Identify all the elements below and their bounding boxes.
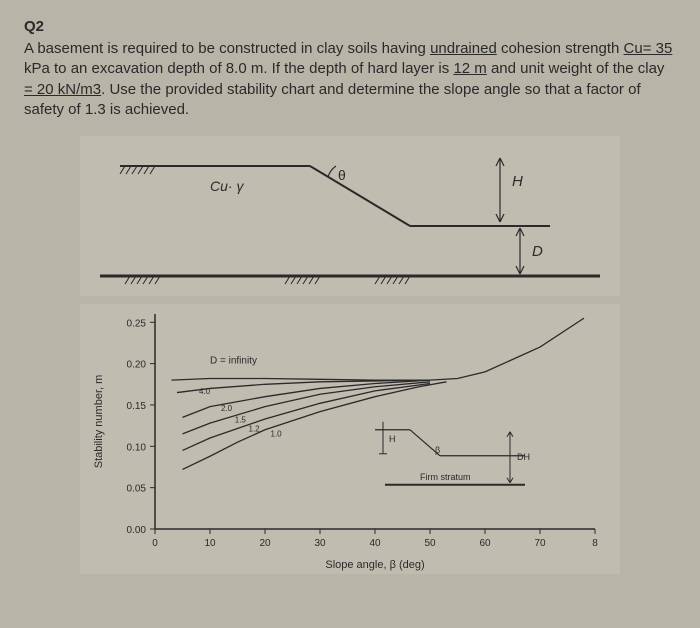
svg-text:H: H xyxy=(389,434,396,444)
svg-text:0: 0 xyxy=(152,538,158,549)
question-label: Q2 xyxy=(24,18,676,35)
svg-text:0.15: 0.15 xyxy=(127,401,147,412)
svg-text:8: 8 xyxy=(592,538,598,549)
svg-text:θ: θ xyxy=(338,167,346,183)
svg-text:D = infinity: D = infinity xyxy=(210,356,257,367)
qtext-1: undrained xyxy=(430,40,497,57)
svg-text:1.5: 1.5 xyxy=(235,415,247,424)
qtext-2: cohesion strength xyxy=(497,40,624,57)
svg-text:Firm stratum: Firm stratum xyxy=(420,472,471,482)
stability-chart: 0.00 0.05 0.10 0.15 0.20 0.25 0 10 20 30 40 50 60 70 8… xyxy=(80,304,620,574)
svg-text:4.0: 4.0 xyxy=(199,387,211,396)
svg-text:H: H xyxy=(512,173,523,190)
qtext-6: and unit weight of the clay xyxy=(487,60,665,77)
svg-text:β: β xyxy=(435,445,440,455)
slope-diagram: θ Cu· γ H D xyxy=(80,136,620,296)
svg-text:Slope angle, β (deg): Slope angle, β (deg) xyxy=(325,559,424,571)
svg-text:10: 10 xyxy=(204,538,216,549)
svg-text:60: 60 xyxy=(479,538,491,549)
svg-text:40: 40 xyxy=(369,538,381,549)
svg-text:0.20: 0.20 xyxy=(127,360,147,371)
svg-text:0.05: 0.05 xyxy=(127,484,147,495)
svg-text:0.10: 0.10 xyxy=(127,442,147,453)
qtext-4: kPa to an excavation depth of 8.0 m. If … xyxy=(24,60,453,77)
qtext-7: = 20 kN/m3 xyxy=(24,81,101,98)
svg-text:20: 20 xyxy=(259,538,271,549)
question-text: A basement is required to be constructed… xyxy=(24,39,676,120)
qtext-3: Cu= 35 xyxy=(624,40,673,57)
svg-text:1.2: 1.2 xyxy=(249,424,261,433)
qtext-8: . Use the provided stability chart and d… xyxy=(24,81,641,118)
svg-text:50: 50 xyxy=(424,538,436,549)
figure-area: θ Cu· γ H D 0.00 0.05 0.10 0.15 0.20 0.25 0 10 20 30… xyxy=(80,136,620,574)
svg-text:Stability number, m: Stability number, m xyxy=(93,375,105,469)
svg-text:DH: DH xyxy=(517,452,530,462)
qtext-0: A basement is required to be constructed… xyxy=(24,40,430,57)
qtext-5: 12 m xyxy=(453,60,486,77)
svg-text:30: 30 xyxy=(314,538,326,549)
svg-text:70: 70 xyxy=(534,538,546,549)
svg-text:0.00: 0.00 xyxy=(127,525,147,536)
svg-text:1.0: 1.0 xyxy=(271,429,283,438)
svg-text:D: D xyxy=(532,243,543,260)
svg-text:0.25: 0.25 xyxy=(127,318,147,329)
svg-text:Cu· γ: Cu· γ xyxy=(210,178,244,194)
svg-text:2.0: 2.0 xyxy=(221,404,233,413)
